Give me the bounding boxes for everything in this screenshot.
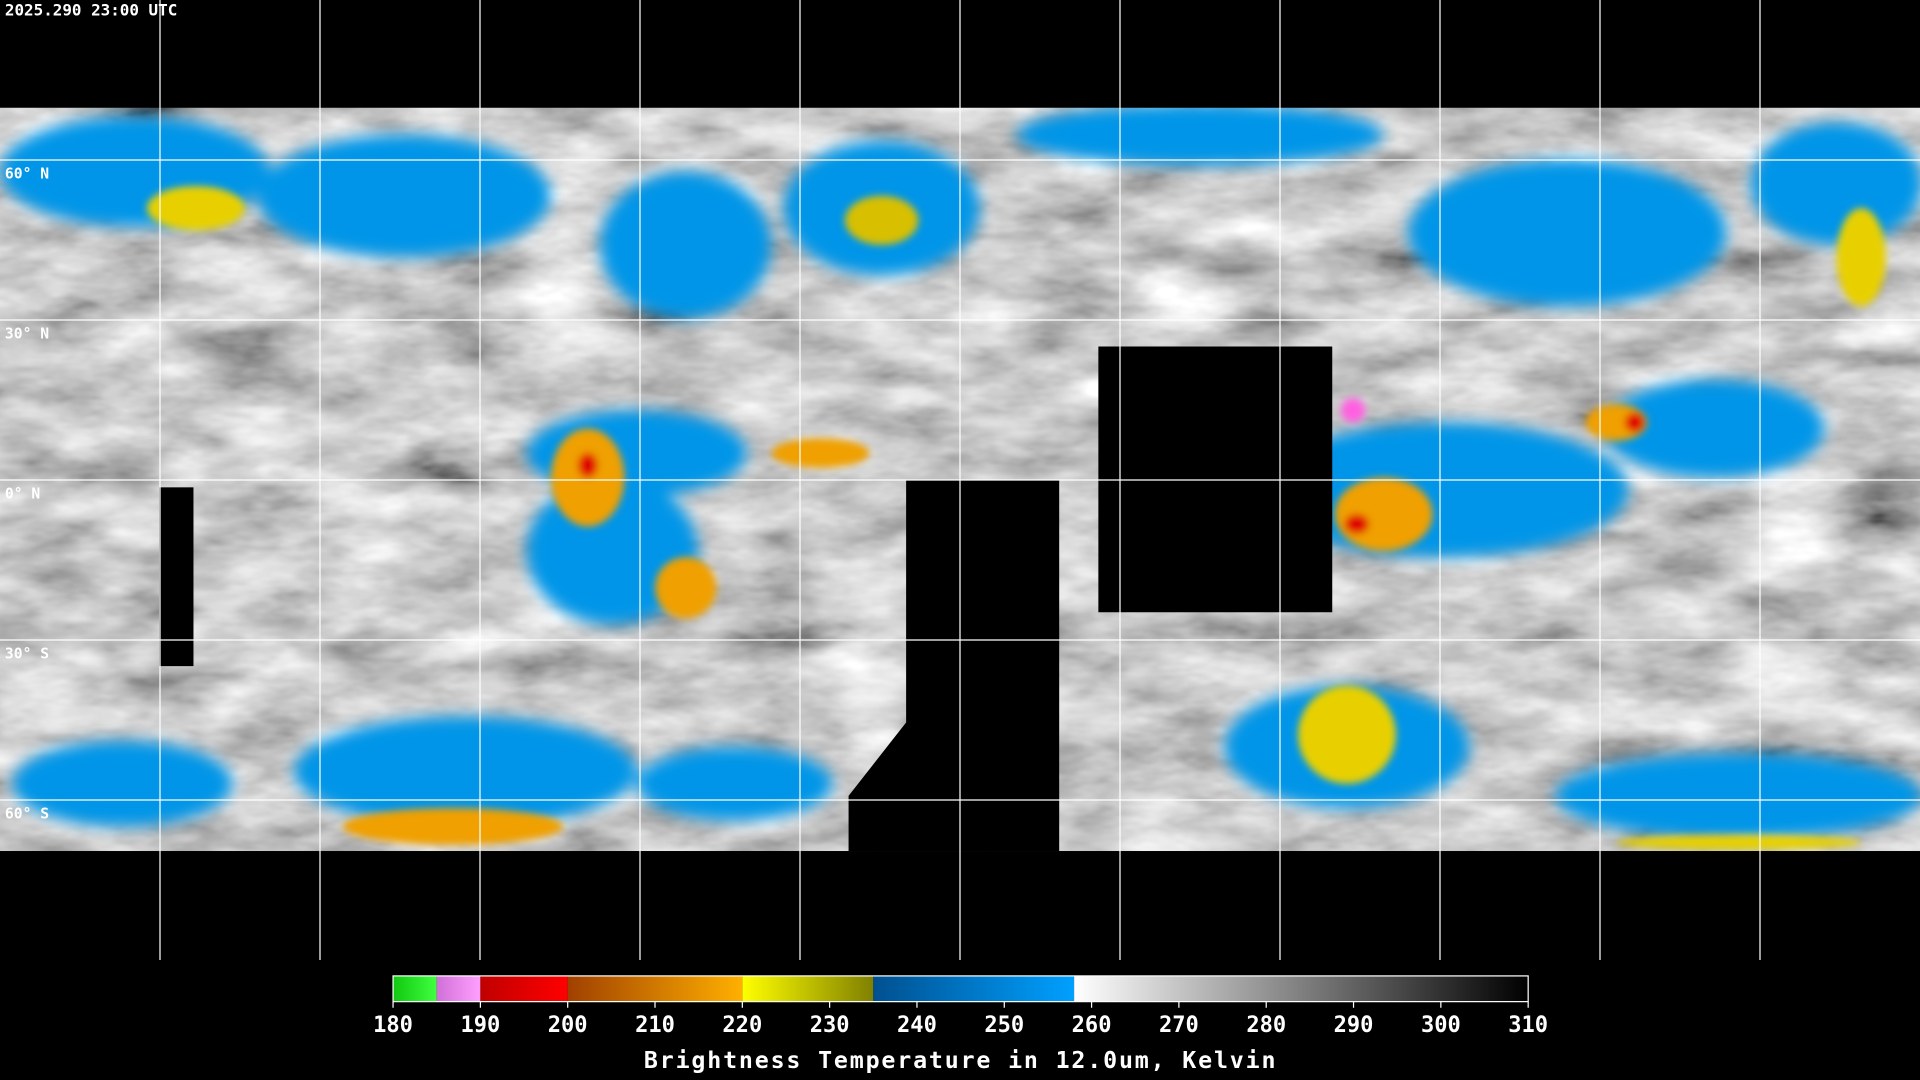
colorbar: 180 190 200 210 220 230 240 250 260 270 280 290 300 3… (373, 975, 1548, 1074)
colorbar-tick-label: 240 (897, 1013, 937, 1038)
colorbar-tick-label: 270 (1159, 1013, 1199, 1038)
latitude-label: 60° S (5, 806, 49, 823)
colorbar-segment (567, 975, 743, 1002)
colder-cloud-blobs (146, 186, 1886, 850)
colorbar-tick-label: 200 (548, 1013, 588, 1038)
colorbar-tick-label: 280 (1246, 1013, 1286, 1038)
latitude-label: 30° S (5, 646, 49, 663)
colorbar-segment (480, 975, 568, 1002)
colorbar-tick-label: 230 (810, 1013, 850, 1038)
timestamp: 2025.290 23:00 UTC (5, 1, 177, 20)
graticule: 60° N 30° N 0° N 30° S 60° S (0, 0, 1920, 960)
colorbar-tick-label: 250 (984, 1013, 1024, 1038)
colorbar-tick-label: 180 (373, 1013, 413, 1038)
colorbar-segment (1074, 975, 1529, 1002)
colorbar-tick-label: 310 (1508, 1013, 1548, 1038)
colorbar-tick-label: 300 (1421, 1013, 1461, 1038)
latitude-label: 60° N (5, 166, 49, 183)
latitude-label: 0° N (5, 486, 40, 503)
colorbar-segment (742, 975, 874, 1002)
colorbar-tick-label: 190 (460, 1013, 500, 1038)
colorbar-frame (392, 975, 1529, 1003)
colorbar-tick-label: 290 (1334, 1013, 1374, 1038)
colorbar-tick-label: 220 (722, 1013, 762, 1038)
latitude-label: 30° N (5, 326, 49, 343)
colorbar-tick-label: 260 (1072, 1013, 1112, 1038)
colorbar-segment (393, 975, 437, 1002)
colorbar-segment (873, 975, 1075, 1002)
colorbar-segment (436, 975, 481, 1002)
colorbar-tick-label: 210 (635, 1013, 675, 1038)
colorbar-title: Brightness Temperature in 12.0um, Kelvin (644, 1047, 1277, 1074)
